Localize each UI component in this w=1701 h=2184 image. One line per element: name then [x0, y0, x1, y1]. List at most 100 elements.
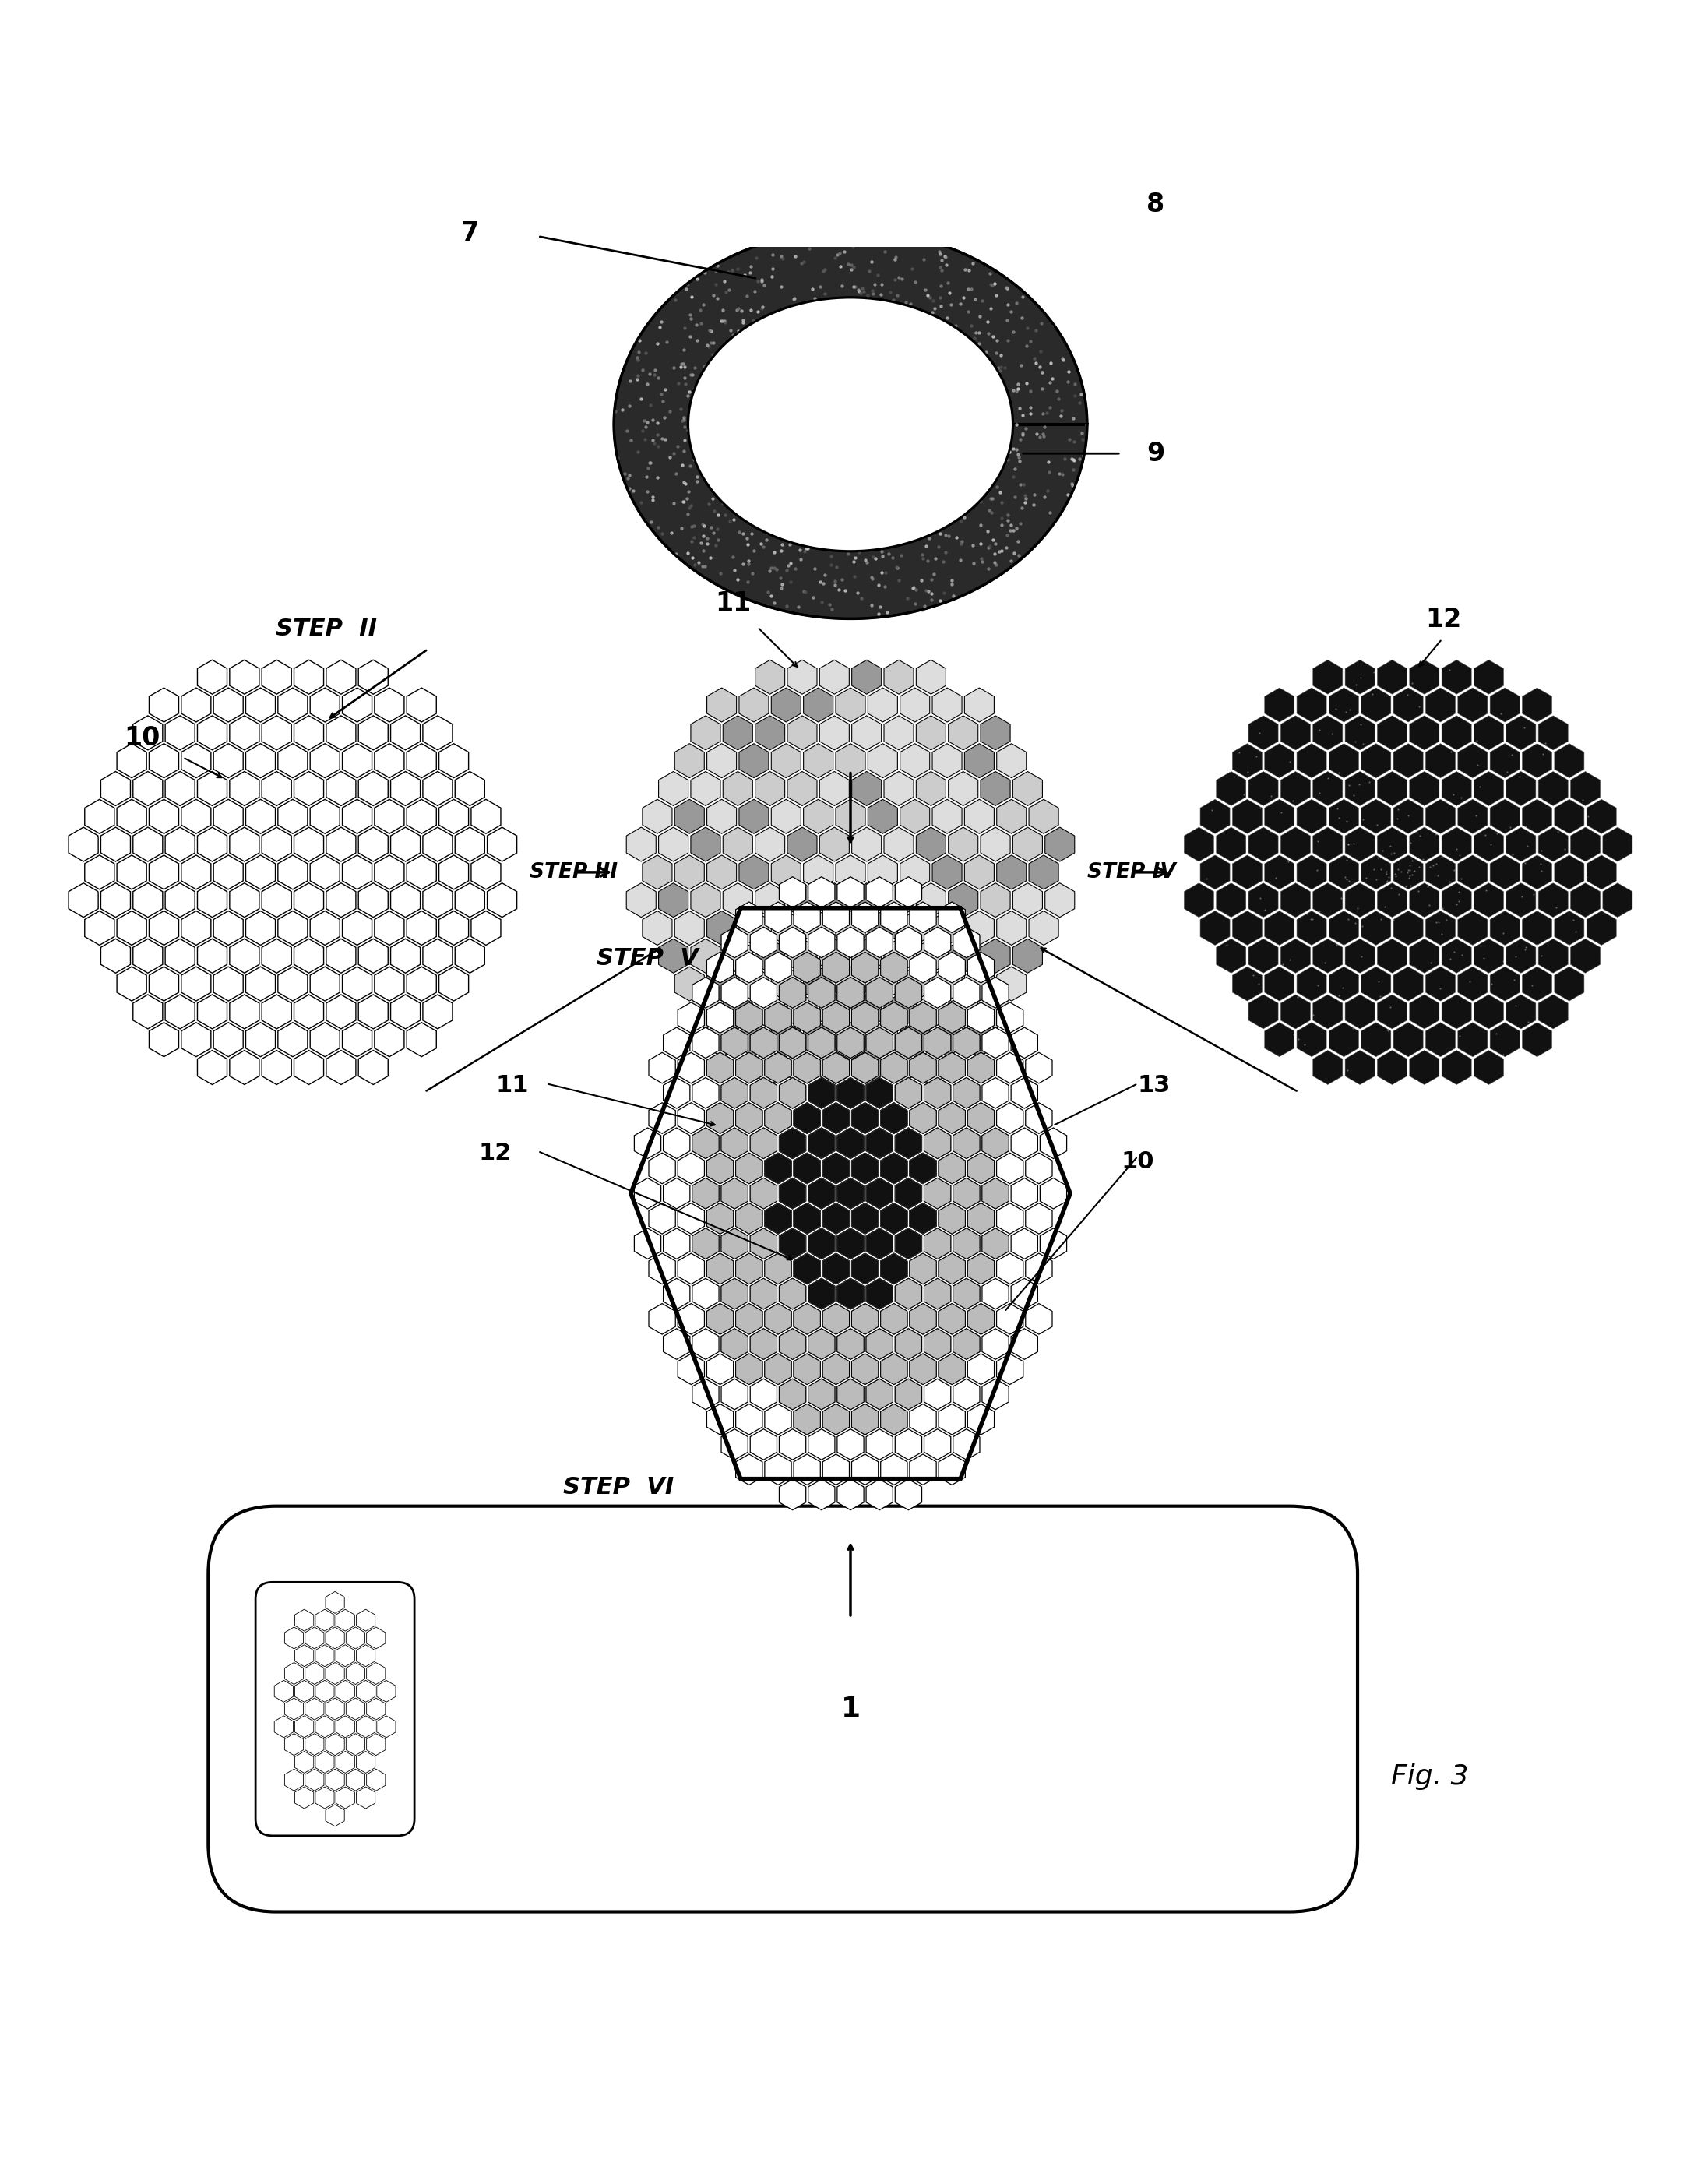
Polygon shape [182, 968, 211, 1000]
Polygon shape [779, 1177, 806, 1208]
Polygon shape [949, 939, 978, 974]
Polygon shape [1602, 828, 1633, 860]
Polygon shape [997, 1002, 1024, 1033]
Polygon shape [910, 1203, 936, 1234]
Polygon shape [823, 952, 849, 983]
Polygon shape [794, 952, 820, 983]
Polygon shape [1216, 828, 1245, 860]
Polygon shape [374, 743, 405, 778]
Polygon shape [424, 939, 452, 974]
Polygon shape [924, 1127, 951, 1158]
Polygon shape [359, 939, 388, 974]
Polygon shape [182, 688, 211, 723]
Polygon shape [721, 1278, 748, 1308]
Polygon shape [407, 1022, 437, 1057]
Polygon shape [750, 1328, 777, 1358]
Polygon shape [648, 1153, 675, 1184]
Polygon shape [895, 926, 922, 959]
Polygon shape [471, 856, 500, 889]
Polygon shape [980, 716, 1010, 749]
Polygon shape [1281, 828, 1310, 860]
Polygon shape [721, 976, 748, 1009]
Polygon shape [1505, 771, 1536, 806]
Polygon shape [230, 1051, 259, 1085]
Polygon shape [953, 976, 980, 1009]
Polygon shape [1233, 743, 1262, 778]
Polygon shape [837, 1127, 864, 1158]
Polygon shape [274, 1717, 293, 1738]
Polygon shape [808, 876, 835, 909]
Polygon shape [968, 1153, 995, 1184]
Polygon shape [626, 828, 657, 860]
Polygon shape [866, 1127, 893, 1158]
Polygon shape [691, 994, 721, 1029]
Polygon shape [924, 1278, 951, 1308]
Polygon shape [197, 771, 226, 806]
Polygon shape [968, 1103, 995, 1133]
Polygon shape [439, 799, 468, 834]
Polygon shape [1538, 771, 1568, 806]
Polygon shape [1522, 968, 1551, 1000]
Polygon shape [214, 688, 243, 723]
Text: 13: 13 [1138, 1075, 1170, 1096]
Polygon shape [1442, 828, 1471, 860]
Polygon shape [304, 1662, 323, 1684]
Polygon shape [1264, 743, 1294, 778]
Polygon shape [721, 1177, 748, 1208]
Polygon shape [866, 976, 893, 1009]
Polygon shape [900, 688, 930, 723]
Polygon shape [837, 1227, 864, 1258]
Polygon shape [197, 716, 226, 749]
Polygon shape [852, 1304, 878, 1334]
Polygon shape [1555, 799, 1584, 834]
Polygon shape [808, 1227, 835, 1258]
Polygon shape [721, 1026, 748, 1059]
Polygon shape [1522, 799, 1551, 834]
Polygon shape [214, 1022, 243, 1057]
Polygon shape [1522, 688, 1551, 723]
Polygon shape [1442, 771, 1471, 806]
Polygon shape [895, 1127, 922, 1158]
Polygon shape [165, 716, 196, 749]
Polygon shape [881, 1153, 907, 1184]
Polygon shape [325, 1804, 344, 1826]
Polygon shape [835, 743, 866, 778]
Polygon shape [881, 1053, 907, 1083]
Polygon shape [424, 828, 452, 860]
Polygon shape [374, 856, 405, 889]
Polygon shape [1458, 743, 1487, 778]
Polygon shape [866, 1227, 893, 1258]
Polygon shape [808, 1127, 835, 1158]
Polygon shape [750, 1227, 777, 1258]
Polygon shape [765, 952, 791, 983]
Polygon shape [820, 1051, 849, 1085]
Polygon shape [721, 1026, 748, 1059]
Polygon shape [794, 1002, 820, 1033]
Polygon shape [924, 1227, 951, 1258]
Polygon shape [771, 688, 801, 723]
Polygon shape [968, 1053, 995, 1083]
Polygon shape [823, 952, 849, 983]
Polygon shape [214, 856, 243, 889]
Polygon shape [803, 1022, 833, 1057]
Polygon shape [924, 976, 951, 1009]
Polygon shape [885, 882, 913, 917]
Polygon shape [837, 926, 864, 959]
Polygon shape [924, 1177, 951, 1208]
Polygon shape [939, 1053, 964, 1083]
Polygon shape [823, 1254, 849, 1284]
Polygon shape [1216, 882, 1245, 917]
Polygon shape [325, 1627, 344, 1649]
Polygon shape [100, 939, 131, 974]
Polygon shape [342, 688, 373, 723]
Polygon shape [723, 994, 752, 1029]
Polygon shape [837, 1177, 864, 1208]
Polygon shape [1328, 799, 1359, 834]
Polygon shape [1313, 828, 1342, 860]
Polygon shape [779, 926, 806, 959]
Polygon shape [1425, 799, 1456, 834]
Polygon shape [895, 1227, 922, 1258]
Polygon shape [456, 939, 485, 974]
Polygon shape [456, 882, 485, 917]
Polygon shape [133, 994, 163, 1029]
